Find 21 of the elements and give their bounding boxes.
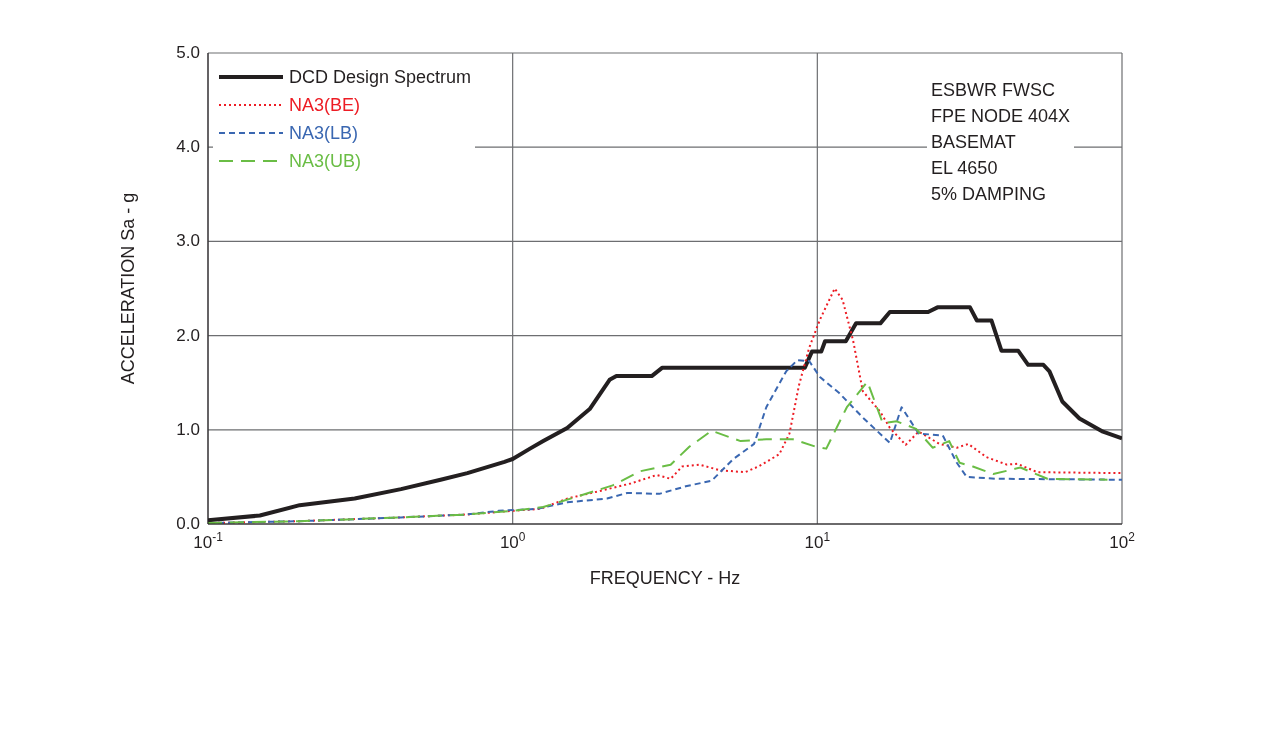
annotation: FPE NODE 404X bbox=[931, 105, 1071, 128]
x-tick-label: 10$^{2}$ bbox=[1109, 530, 1136, 552]
y-tick-label: 0.0 bbox=[176, 514, 200, 533]
y-tick-label: 3.0 bbox=[176, 231, 200, 251]
y-axis-title: ACCELERATION Sa - g bbox=[118, 192, 139, 385]
legend-label: NA3(LB) bbox=[289, 122, 359, 144]
legend-label: NA3(BE) bbox=[289, 94, 361, 116]
annotation: BASEMAT bbox=[931, 131, 1017, 154]
y-tick-label: 1.0 bbox=[176, 419, 200, 439]
x-tick-label: 10$^{-1}$ bbox=[193, 530, 224, 552]
annotation: 5% DAMPING bbox=[931, 183, 1048, 206]
x-tick-label: 10$^{1}$ bbox=[804, 530, 831, 552]
x-tick-label: 10$^{0}$ bbox=[499, 530, 526, 552]
legend-label: NA3(UB) bbox=[289, 150, 362, 172]
legend-label: DCD Design Spectrum bbox=[289, 66, 472, 88]
annotation: EL 4650 bbox=[931, 157, 999, 180]
y-tick-label: 2.0 bbox=[176, 325, 200, 345]
x-axis-title: FREQUENCY - Hz bbox=[589, 568, 741, 588]
annotation: ESBWR FWSC bbox=[931, 79, 1056, 102]
y-tick-label: 5.0 bbox=[176, 43, 200, 62]
y-tick-label: 4.0 bbox=[176, 137, 200, 157]
